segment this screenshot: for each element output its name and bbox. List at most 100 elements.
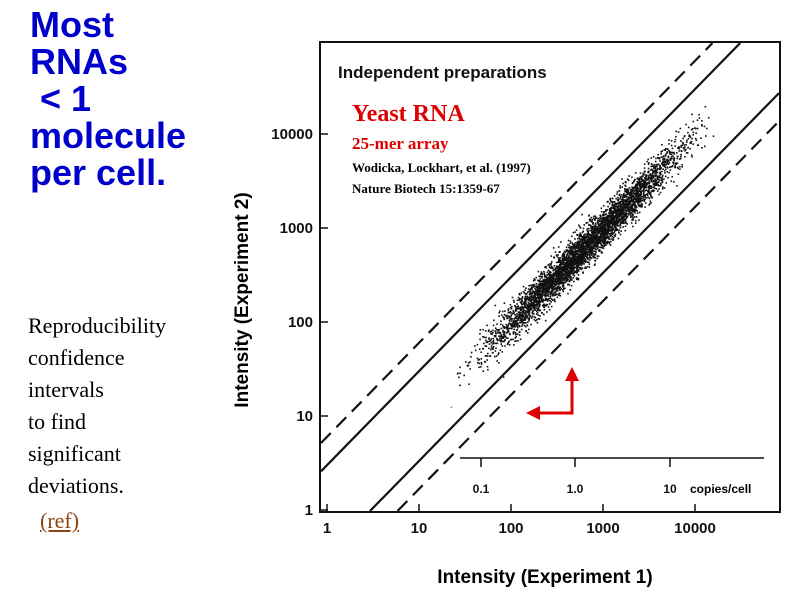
data-point (658, 179, 660, 181)
data-point (558, 251, 561, 253)
data-point (597, 229, 600, 231)
data-point (605, 237, 608, 240)
data-point (684, 146, 686, 148)
data-point (644, 194, 647, 196)
data-point (530, 299, 532, 301)
data-point (615, 227, 617, 229)
data-point (520, 319, 523, 321)
data-point (648, 184, 651, 187)
data-point (591, 242, 594, 244)
data-point (648, 204, 650, 206)
data-point (576, 242, 579, 245)
data-point (530, 309, 533, 311)
data-point (480, 361, 483, 364)
data-point (549, 300, 551, 302)
data-point (581, 213, 583, 216)
data-point (639, 184, 642, 186)
data-point (663, 149, 665, 151)
data-point (537, 283, 540, 286)
data-point (585, 240, 588, 242)
data-point (519, 319, 521, 322)
data-point (581, 256, 584, 259)
data-point (586, 247, 588, 250)
data-point (498, 328, 501, 331)
data-point (515, 333, 517, 336)
data-point (551, 290, 554, 293)
data-point (513, 331, 515, 333)
data-point (696, 127, 699, 130)
data-point (692, 128, 694, 130)
ref-link[interactable]: (ref) (40, 508, 80, 533)
data-point (565, 261, 568, 264)
data-point (593, 215, 595, 218)
data-point (533, 306, 535, 308)
data-point (487, 352, 489, 355)
data-point (517, 340, 519, 342)
data-point (537, 314, 539, 316)
data-point (650, 185, 652, 187)
data-point (516, 306, 519, 308)
data-point (614, 233, 617, 236)
data-point (544, 280, 547, 283)
data-point (577, 270, 580, 272)
y-tick-label: 1 (305, 502, 313, 519)
data-point (588, 227, 590, 230)
reference-line-lower-solid (369, 92, 780, 512)
data-point (541, 287, 544, 289)
data-point (538, 287, 541, 289)
data-point (531, 287, 533, 289)
data-point (603, 238, 606, 240)
data-point (659, 164, 661, 167)
data-point (584, 252, 587, 254)
data-point (645, 189, 647, 191)
data-point (587, 261, 589, 263)
data-point (521, 317, 523, 319)
data-point (630, 222, 633, 224)
data-point (625, 201, 627, 203)
data-point (538, 305, 541, 308)
data-point (595, 225, 597, 228)
data-point (623, 199, 625, 201)
data-point (540, 287, 542, 289)
data-point (576, 272, 578, 274)
data-point (601, 228, 603, 231)
data-point (533, 300, 536, 302)
data-point (499, 340, 502, 343)
data-point (604, 230, 607, 232)
data-point (662, 168, 664, 170)
data-point (561, 263, 563, 265)
data-point (586, 265, 589, 268)
data-point (604, 225, 606, 228)
data-point (634, 222, 637, 224)
data-point (535, 289, 537, 291)
data-point (604, 216, 607, 219)
data-point (613, 206, 616, 209)
data-point (555, 265, 558, 267)
data-point (514, 314, 516, 316)
data-point (532, 310, 534, 312)
data-point (497, 329, 499, 332)
data-point (545, 284, 548, 286)
data-point (547, 306, 550, 308)
data-point (573, 254, 575, 256)
data-point (477, 361, 479, 364)
data-point (583, 259, 586, 262)
data-point (558, 264, 561, 267)
data-point (664, 161, 666, 164)
data-point (495, 355, 498, 357)
data-point (531, 295, 534, 298)
data-point (681, 144, 683, 147)
data-point (537, 302, 540, 304)
data-point (559, 294, 562, 297)
data-point (637, 202, 640, 204)
data-point (570, 251, 572, 253)
data-point (594, 226, 596, 228)
data-point (550, 255, 553, 257)
data-point (559, 267, 562, 269)
data-point (685, 148, 687, 151)
data-point (590, 234, 593, 237)
data-point (492, 345, 495, 348)
data-point (513, 328, 515, 331)
data-point (556, 255, 558, 258)
data-point (526, 291, 529, 294)
